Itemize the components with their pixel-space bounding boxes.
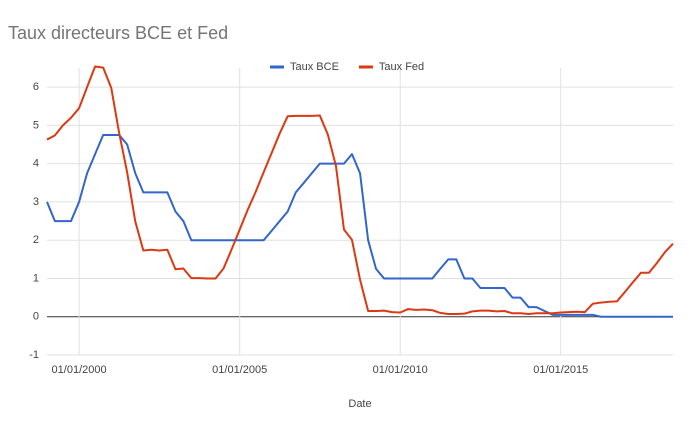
line: [46, 133, 673, 318]
x-tick-label: 01/01/2005: [212, 364, 267, 376]
legend-label: Taux BCE: [290, 61, 339, 73]
y-tick-label: 2: [33, 234, 39, 246]
x-axis-label: Date: [348, 398, 371, 410]
line: [46, 65, 674, 316]
y-tick-label: 6: [33, 81, 39, 93]
y-tick-label: 3: [33, 196, 39, 208]
x-tick-label: 01/01/2010: [373, 364, 428, 376]
legend-label: Taux Fed: [379, 61, 424, 73]
y-tick-label: 4: [33, 158, 39, 170]
y-tick-label: -1: [29, 349, 39, 361]
x-tick-label: 01/01/2015: [533, 364, 588, 376]
chart-title: Taux directeurs BCE et Fed: [8, 23, 228, 43]
y-tick-label: 1: [33, 272, 39, 284]
y-tick-label: 0: [33, 311, 39, 323]
x-tick-label: 01/01/2000: [52, 364, 107, 376]
y-tick-label: 5: [33, 119, 39, 131]
